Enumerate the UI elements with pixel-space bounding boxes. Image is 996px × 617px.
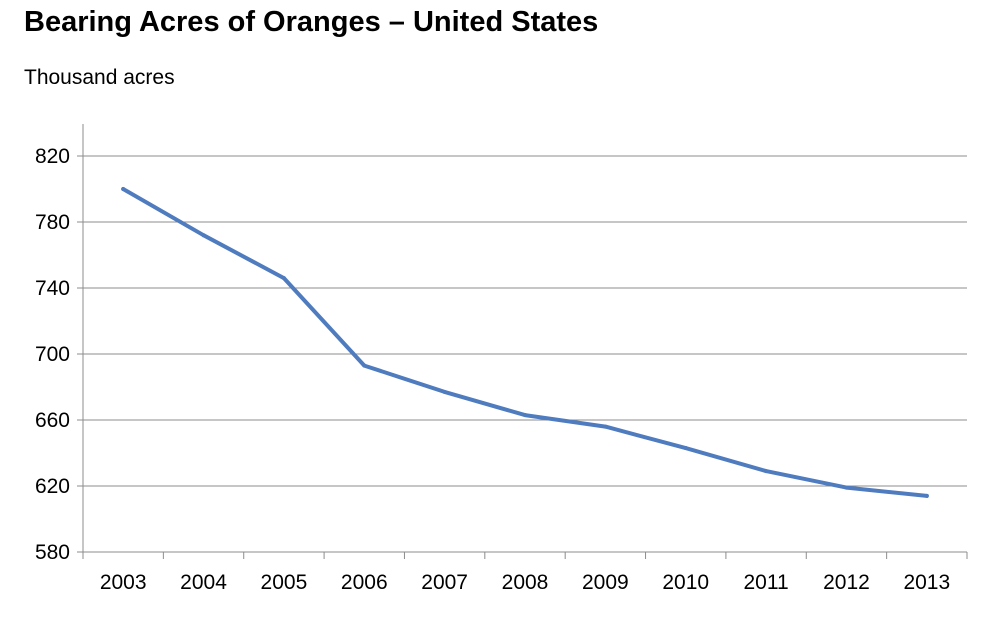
series-layer [121,187,929,498]
y-tick-label: 620 [35,475,70,498]
x-tick-label: 2007 [421,571,468,594]
gridlines [83,155,967,487]
y-tick-label: 820 [35,145,70,168]
data-point [121,187,126,191]
x-tick-label: 2010 [662,571,709,594]
y-tick-label: 740 [35,277,70,300]
y-axis-ticks: 580 620 660 700 740 780 820 [35,145,83,564]
data-point [764,469,769,474]
x-tick-label: 2013 [903,571,950,594]
data-point [362,363,367,368]
y-tick-label: 580 [35,541,70,564]
x-tick-label: 2005 [261,571,308,594]
axes [82,124,967,553]
y-tick-label: 780 [35,211,70,234]
x-axis-ticks: 2003 2004 2005 2006 2007 2008 2009 2010 2011 2012… [82,552,968,594]
data-point [683,446,688,451]
x-tick-label: 2004 [180,571,227,594]
x-tick-label: 2006 [341,571,388,594]
x-tick-label: 2012 [823,571,870,594]
series-line [121,187,929,498]
data-point [603,424,608,429]
y-tick-label: 700 [35,343,70,366]
x-tick-label: 2008 [502,571,549,594]
x-tick-label: 2003 [100,571,147,594]
data-point [844,485,849,490]
y-tick-label: 660 [35,409,70,432]
data-point [201,233,206,238]
data-point [281,276,286,281]
data-point [924,493,929,498]
data-point [442,389,447,394]
data-point [523,413,527,418]
x-tick-label: 2011 [744,571,789,594]
chart-subtitle: Thousand acres [24,66,175,89]
x-tick-label: 2009 [582,571,629,594]
chart-title: Bearing Acres of Oranges – United States [24,6,599,38]
